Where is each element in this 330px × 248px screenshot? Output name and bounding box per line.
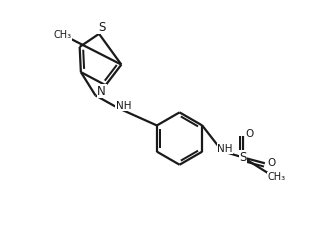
Text: N: N (97, 85, 106, 98)
Text: S: S (98, 21, 105, 33)
Text: O: O (268, 158, 276, 168)
Text: CH₃: CH₃ (53, 30, 71, 40)
Text: CH₃: CH₃ (267, 172, 285, 182)
Text: O: O (245, 129, 253, 139)
Text: S: S (239, 151, 247, 164)
Text: NH: NH (115, 101, 131, 111)
Text: NH: NH (217, 144, 233, 154)
